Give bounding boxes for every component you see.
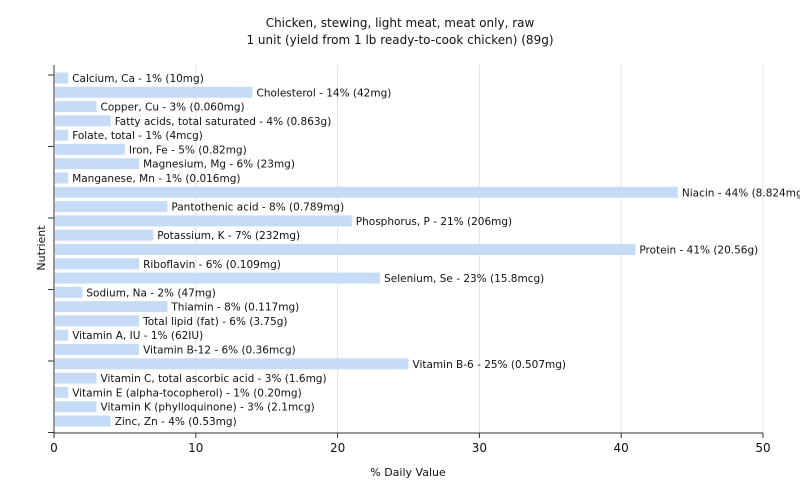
bar-label-21: Vitamin C, total ascorbic acid - 3% (1.6…: [101, 373, 327, 385]
bar-label-8: Niacin - 44% (8.824mg): [682, 187, 800, 199]
bar-label-16: Thiamin - 8% (0.117mg): [170, 302, 299, 314]
bar-12: [55, 244, 636, 255]
bar-23: [55, 401, 97, 413]
bar-15: [55, 286, 83, 298]
bar-label-22: Vitamin E (alpha-tocopherol) - 1% (0.20m…: [72, 387, 302, 399]
bar-label-10: Phosphorus, P - 21% (206mg): [356, 216, 512, 228]
x-tick-labels: 0 10 20 30 40 50: [50, 441, 770, 455]
bar-label-23: Vitamin K (phylloquinone) - 3% (2.1mcg): [101, 402, 315, 414]
bar-24: [55, 415, 111, 427]
x-tick-label-30: 30: [472, 441, 487, 455]
bar-label-14: Selenium, Se - 23% (15.8mcg): [384, 273, 544, 285]
x-tick-label-0: 0: [50, 441, 58, 455]
bar-label-0: Calcium, Ca - 1% (10mg): [72, 73, 204, 85]
bar-6: [55, 158, 140, 170]
bar-label-20: Vitamin B-6 - 25% (0.507mg): [413, 359, 567, 371]
bar-5: [55, 143, 125, 155]
bar-label-2: Copper, Cu - 3% (0.060mg): [101, 102, 245, 114]
bar-label-12: Protein - 41% (20.56g): [639, 245, 758, 257]
bar-7: [55, 172, 69, 184]
bar-label-19: Vitamin B-12 - 6% (0.36mcg): [143, 345, 296, 357]
bar-label-18: Vitamin A, IU - 1% (62IU): [72, 330, 203, 342]
bar-label-1: Cholesterol - 14% (42mg): [257, 87, 392, 99]
axes-group: [48, 65, 764, 438]
bar-14: [55, 272, 381, 284]
bar-label-9: Pantothenic acid - 8% (0.789mg): [171, 202, 344, 214]
bars-group: [55, 72, 678, 427]
bar-4: [55, 129, 69, 141]
bar-label-6: Magnesium, Mg - 6% (23mg): [143, 159, 295, 171]
bar-label-13: Riboflavin - 6% (0.109mg): [143, 259, 281, 271]
x-tick-label-50: 50: [755, 441, 770, 455]
bar-label-15: Sodium, Na - 2% (47mg): [86, 287, 215, 299]
bar-label-17: Total lipid (fat) - 6% (3.75g): [142, 316, 287, 328]
bar-label-5: Iron, Fe - 5% (0.82mg): [129, 144, 247, 156]
x-tick-label-10: 10: [188, 441, 203, 455]
bar-19: [55, 344, 140, 355]
bar-labels-group: Calcium, Ca - 1% (10mg) Cholesterol - 14%…: [72, 73, 800, 428]
bar-label-3: Fatty acids, total saturated - 4% (0.863…: [115, 116, 332, 128]
bar-8: [55, 186, 678, 198]
bar-16: [55, 301, 168, 313]
bar-label-4: Folate, total - 1% (4mcg): [72, 130, 203, 142]
bar-label-7: Manganese, Mn - 1% (0.016mg): [72, 173, 240, 185]
y-axis-title: Nutrient: [35, 225, 48, 271]
bar-18: [55, 329, 69, 341]
bar-3: [55, 115, 111, 127]
bar-2: [55, 101, 97, 113]
bar-label-24: Zinc, Zn - 4% (0.53mg): [115, 416, 237, 428]
bar-label-11: Potassium, K - 7% (232mg): [157, 230, 300, 242]
x-tick-label-20: 20: [330, 441, 345, 455]
bar-11: [55, 229, 154, 241]
bar-20: [55, 358, 409, 370]
x-tick-label-40: 40: [614, 441, 629, 455]
chart-subtitle: 1 unit (yield from 1 lb ready-to-cook ch…: [246, 33, 553, 47]
bar-21: [55, 372, 97, 384]
bar-1: [55, 86, 253, 98]
x-axis-title: % Daily Value: [370, 466, 446, 479]
bar-13: [55, 258, 140, 270]
bar-0: [55, 72, 69, 84]
bar-17: [55, 315, 140, 327]
bar-10: [55, 215, 352, 227]
bar-9: [55, 201, 168, 213]
chart-title: Chicken, stewing, light meat, meat only,…: [266, 16, 535, 30]
bar-22: [55, 386, 69, 398]
